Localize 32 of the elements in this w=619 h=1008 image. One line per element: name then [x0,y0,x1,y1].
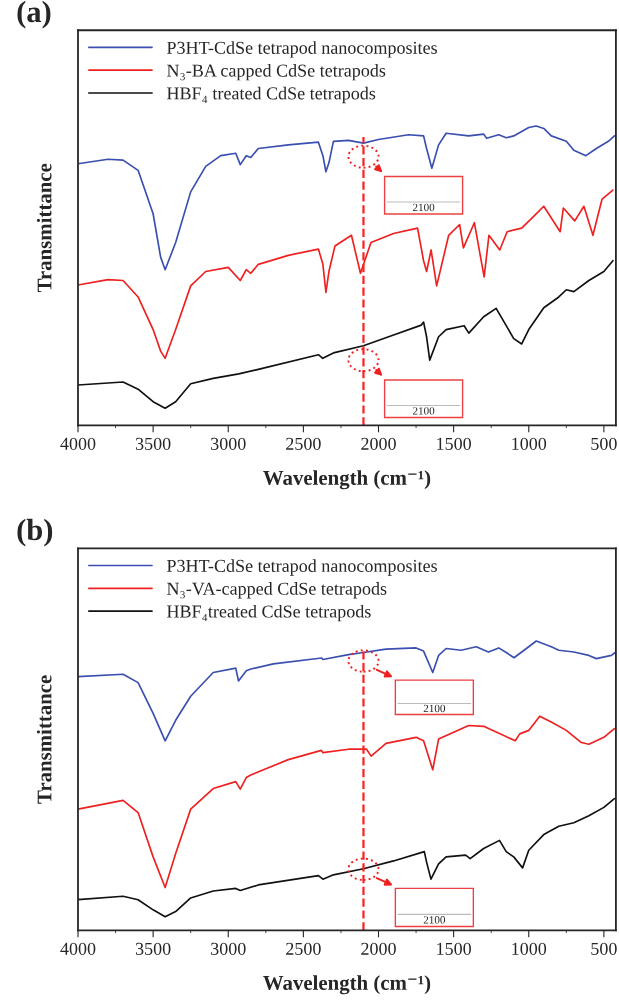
x-tick-label: 3000 [211,942,246,955]
y-axis-title: Transmittance [36,163,52,293]
x-tick-label: 2000 [361,437,396,450]
legend-label: N₃-VA-capped CdSe tetrapods [166,582,387,599]
x-tick-label: 3000 [211,437,246,450]
x-tick-label: 3500 [135,942,171,955]
y-axis-title: Transmittance [36,675,52,804]
x-tick-label: 1500 [437,942,471,955]
x-tick-label: 500 [591,437,617,450]
chart-title: (b) [17,518,53,547]
x-axis-title: Wavelength (cm⁻¹) [263,470,431,490]
x-tick-label: 500 [591,942,617,955]
x-tick-label: 1500 [437,437,471,450]
x-tick-label: 2000 [361,942,396,955]
annotation: 2100 [412,407,435,415]
annotation: 2100 [423,704,446,713]
x-tick-label: 2500 [286,942,321,955]
x-tick-label: 4000 [60,437,96,450]
x-tick-label: 4000 [60,942,96,955]
x-tick-label: 2500 [286,437,321,450]
legend-label: P3HT-CdSe tetrapod nanocomposites [166,559,437,576]
legend-label: N₃-BA capped CdSe tetrapods [166,63,386,81]
legend-label: HBF₄ treated CdSe tetrapods [166,86,376,104]
legend-label: P3HT-CdSe tetrapod nanocomposites [166,41,437,58]
annotation: 2100 [423,916,446,924]
x-axis-title: Wavelength (cm⁻¹) [263,975,431,995]
annotation: 2100 [412,203,435,212]
chart-title: (a) [17,0,51,29]
x-tick-label: 1000 [512,437,547,450]
legend-label: HBF₄treated CdSe tetrapods [166,604,371,622]
x-tick-label: 3500 [135,437,171,450]
x-tick-label: 1000 [512,942,547,955]
